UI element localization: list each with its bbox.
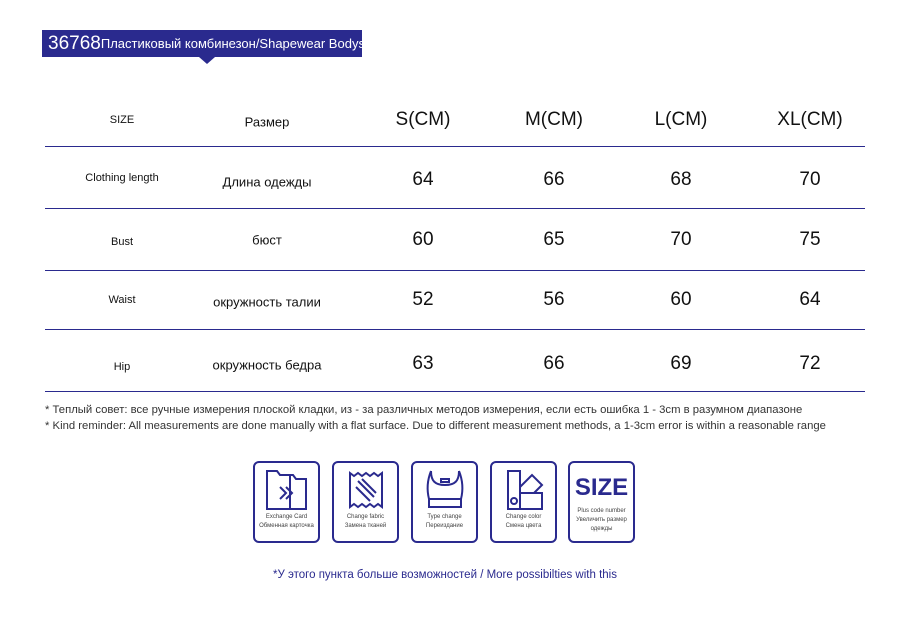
divider (45, 270, 865, 271)
divider (45, 146, 865, 147)
header-xl: XL(CM) (777, 109, 843, 130)
row-label-en: Waist (108, 294, 136, 306)
tile-label-ru: Увеличить размер одежды (576, 517, 627, 532)
header-size: SIZE (109, 114, 135, 126)
value-cell: 69 (670, 353, 692, 374)
row-label-ru: бюст (252, 232, 282, 248)
tile-label-ru: Переиздание (425, 523, 464, 529)
tile-label-en: Plus code number (577, 508, 626, 514)
color-swatch-icon (506, 470, 543, 510)
divider (45, 329, 865, 330)
size-icon: SIZE (574, 474, 629, 501)
header-s: S(CM) (395, 109, 451, 130)
change-color-tile: Change color Смена цвета (490, 461, 557, 543)
note-en: * Kind reminder: All measurements are do… (45, 420, 826, 432)
top-icon (426, 470, 463, 508)
type-change-tile: Type change Переиздание (411, 461, 478, 543)
tile-label-ru: Обменная карточка (259, 523, 314, 529)
tile-label-en: Change color (505, 514, 542, 520)
value-cell: 60 (412, 229, 434, 250)
fabric-icon (348, 471, 383, 509)
value-cell: 60 (670, 289, 692, 310)
divider (45, 208, 865, 209)
header-size-ru: Размер (244, 114, 290, 130)
value-cell: 64 (799, 289, 821, 310)
value-cell: 68 (670, 169, 692, 190)
row-label-ru: окружность бедра (212, 357, 322, 373)
header-m: M(CM) (524, 109, 584, 130)
value-cell: 63 (412, 353, 434, 374)
exchange-card-icon (265, 470, 307, 510)
tile-label-ru: Замена тканей (344, 523, 387, 529)
tile-label-en: Type change (427, 514, 462, 520)
row-label-en: Clothing length (85, 172, 159, 184)
row-label-ru: Длина одежды (222, 174, 312, 190)
product-banner: 36768 Пластиковый комбинезон/Shapewear B… (42, 30, 379, 64)
value-cell: 75 (799, 229, 821, 250)
size-tile: SIZE Plus code number Увеличить размер о… (568, 461, 635, 543)
row-label-ru: окружность талии (213, 294, 321, 310)
value-cell: 52 (412, 289, 434, 310)
change-fabric-tile: Change fabric Замена тканей (332, 461, 399, 543)
value-cell: 65 (543, 229, 565, 250)
value-cell: 70 (670, 229, 692, 250)
exchange-card-tile: Exchange Card Обменная карточка (253, 461, 320, 543)
note-ru: * Теплый совет: все ручные измерения пло… (45, 404, 803, 416)
value-cell: 72 (799, 353, 821, 374)
row-label-en: Hip (113, 361, 131, 373)
value-cell: 66 (543, 169, 565, 190)
more-possibilities-text: *У этого пункта больше возможностей / Mo… (273, 569, 617, 581)
tile-label-en: Exchange Card (265, 514, 308, 520)
tile-label-en: Change fabric (346, 514, 385, 520)
value-cell: 70 (799, 169, 821, 190)
value-cell: 66 (543, 353, 565, 374)
row-label-en: Bust (110, 236, 134, 248)
value-cell: 64 (412, 169, 434, 190)
product-code: 36768 (48, 32, 101, 54)
header-l: L(CM) (654, 109, 708, 130)
value-cell: 56 (543, 289, 565, 310)
tile-label-ru: Смена цвета (505, 523, 542, 529)
divider (45, 391, 865, 392)
product-name: Пластиковый комбинезон/Shapewear Bodysui… (100, 36, 379, 51)
